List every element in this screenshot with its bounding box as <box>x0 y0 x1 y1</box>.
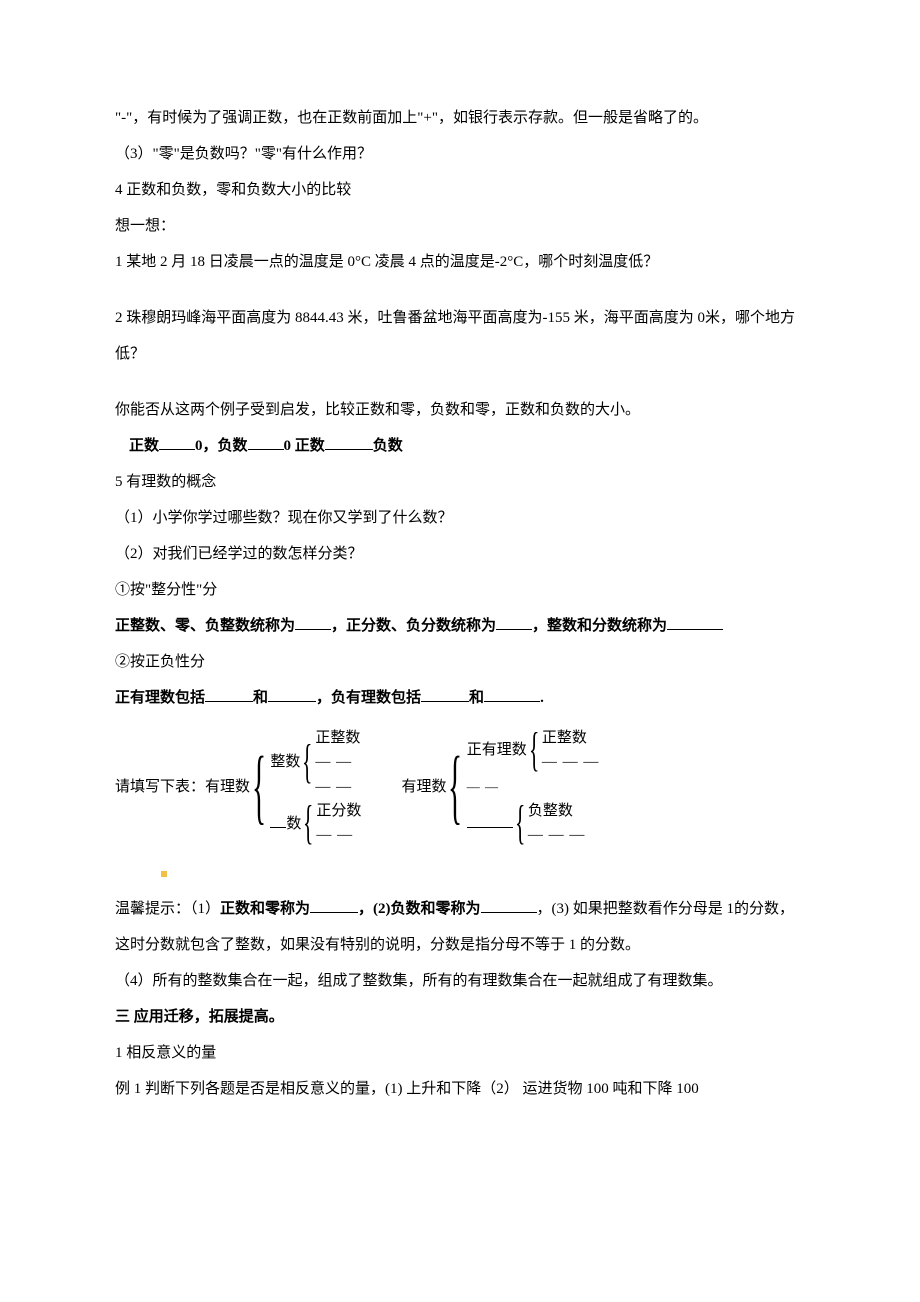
blank <box>481 896 537 914</box>
paragraph: （4）所有的整数集合在一起，组成了整数集，所有的有理数集合在一起就组成了有理数集… <box>115 963 805 999</box>
paragraph: 你能否从这两个例子受到启发，比较正数和零，负数和零，正数和负数的大小。 <box>115 392 805 428</box>
tree-level-1: 整数 { 正整数 — — — — 数 { 正分数 — — <box>270 728 361 845</box>
tree-right: 有理数 { 正有理数 { 正整数 — — — — — { 负整数 <box>401 728 599 845</box>
tree-pos-rat: 正有理数 <box>467 740 527 760</box>
paragraph: （3）"零"是负数吗？"零"有什么作用？ <box>115 136 805 172</box>
tree-int: 整数 <box>270 752 300 772</box>
classify-line-2: 正有理数包括 和 ，负有理数包括 和. <box>115 680 805 716</box>
tree-root-2: 有理数 <box>401 777 446 797</box>
tree-neg-children: 负整数 — — — <box>528 801 586 846</box>
blank <box>310 896 358 914</box>
tree-level-2: 正有理数 { 正整数 — — — — — { 负整数 — — — <box>467 728 600 845</box>
text: ，整数和分数统称为 <box>532 618 667 634</box>
tree-lead: 请填写下表： <box>115 777 205 797</box>
blank <box>248 433 284 451</box>
paragraph: 1 某地 2 月 18 日凌晨一点的温度是 0°C 凌晨 4 点的温度是-2°C… <box>115 244 805 280</box>
tree-left: 有理数 { 整数 { 正整数 — — — — 数 { 正分数 <box>205 728 361 845</box>
tree-root-1: 有理数 <box>205 777 250 797</box>
blank <box>421 685 469 703</box>
tree-blank: — — <box>467 778 499 796</box>
tips-paragraph: 温馨提示：（1）正数和零称为，(2)负数和零称为，(3) 如果把整数看作分母是 … <box>115 891 805 963</box>
blank <box>496 613 532 631</box>
paragraph: 想一想： <box>115 208 805 244</box>
text: ，(2)负数和零称为 <box>358 901 481 917</box>
tree-pos-int: 正整数 <box>542 728 600 748</box>
paragraph: ②按正负性分 <box>115 644 805 680</box>
text: 温馨提示：（1） <box>115 901 220 917</box>
tree-blank-label <box>467 812 513 834</box>
tree-blank: — — <box>315 777 360 797</box>
text: ，正分数、负分数统称为 <box>331 618 496 634</box>
marker <box>115 855 805 891</box>
paragraph: "-"，有时候为了强调正数，也在正数前面加上"+"，如银行表示存款。但一般是省略… <box>115 100 805 136</box>
text: 和 <box>469 690 484 706</box>
text: . <box>540 690 544 706</box>
paragraph: ①按"整分性"分 <box>115 572 805 608</box>
text: 正数 <box>129 438 159 454</box>
paragraph: 例 1 判断下列各题是否是相反意义的量，(1) 上升和下降（2） 运进货物 10… <box>115 1071 805 1107</box>
tree-num: 数 <box>270 812 301 834</box>
text: ，负有理数包括 <box>316 690 421 706</box>
tree-pos-frac: 正分数 <box>316 801 361 821</box>
text: 正有理数包括 <box>115 690 205 706</box>
blank <box>325 433 373 451</box>
paragraph: 2 珠穆朗玛峰海平面高度为 8844.43 米，吐鲁番盆地海平面高度为-155 … <box>115 300 805 372</box>
blank <box>484 685 540 703</box>
tree-blank: — — — <box>542 752 600 772</box>
document-page: "-"，有时候为了强调正数，也在正数前面加上"+"，如银行表示存款。但一般是省略… <box>0 0 920 1167</box>
text: 正数和零称为 <box>220 901 310 917</box>
blank <box>205 685 253 703</box>
tree-blank: — — — <box>528 825 586 845</box>
paragraph: 1 相反意义的量 <box>115 1035 805 1071</box>
classification-tree: 请填写下表： 有理数 { 整数 { 正整数 — — — — 数 { <box>115 728 805 845</box>
text: 0，负数 <box>195 438 248 454</box>
fill-in-line: 正数 0，负数 0 正数 负数 <box>115 428 805 464</box>
blank <box>295 613 331 631</box>
classify-line-1: 正整数、零、负整数统称为 ，正分数、负分数统称为 ，整数和分数统称为 <box>115 608 805 644</box>
tree-int-children: 正整数 — — — — <box>315 728 360 797</box>
tree-blank: — — <box>316 825 361 845</box>
blank <box>667 613 723 631</box>
tree-pos-int: 正整数 <box>315 728 360 748</box>
text: 0 正数 <box>284 438 325 454</box>
section-heading: 三 应用迁移，拓展提高。 <box>115 999 805 1035</box>
blank <box>268 685 316 703</box>
text: 和 <box>253 690 268 706</box>
paragraph: 4 正数和负数，零和负数大小的比较 <box>115 172 805 208</box>
text: 负数 <box>373 438 403 454</box>
paragraph: （2）对我们已经学过的数怎样分类？ <box>115 536 805 572</box>
tree-frac-children: 正分数 — — <box>316 801 361 846</box>
tree-neg-int: 负整数 <box>528 801 586 821</box>
tree-pos-rat-children: 正整数 — — — <box>542 728 600 773</box>
text: 正整数、零、负整数统称为 <box>115 618 295 634</box>
paragraph: 5 有理数的概念 <box>115 464 805 500</box>
blank <box>159 433 195 451</box>
paragraph: （1）小学你学过哪些数？现在你又学到了什么数？ <box>115 500 805 536</box>
tree-blank: — — <box>315 752 360 772</box>
